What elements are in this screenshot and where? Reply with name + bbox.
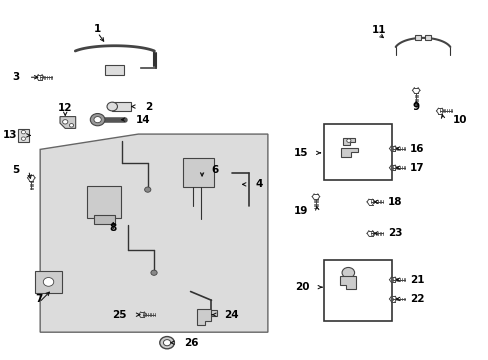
Text: 6: 6 [211,165,218,175]
Circle shape [45,279,57,289]
Text: 8: 8 [109,223,117,233]
Bar [414,35,421,40]
Text: 16: 16 [409,144,424,153]
Circle shape [21,137,25,140]
Circle shape [160,337,174,349]
Circle shape [42,276,55,287]
Text: 9: 9 [412,102,419,112]
Text: 22: 22 [409,294,424,304]
Circle shape [40,279,52,289]
Bar [112,102,131,111]
Circle shape [94,117,101,123]
Polygon shape [197,309,211,325]
Text: 25: 25 [112,310,126,320]
Text: 14: 14 [136,114,150,125]
Text: 26: 26 [184,338,199,348]
Bar [323,260,391,321]
Text: 3: 3 [12,72,19,82]
Text: 1: 1 [94,24,101,34]
Text: 2: 2 [144,102,152,112]
Text: 23: 23 [387,228,402,238]
Circle shape [21,130,25,134]
Circle shape [342,267,354,278]
Bar [424,35,430,40]
Text: 7: 7 [35,294,43,304]
Text: 24: 24 [224,310,239,320]
Text: 4: 4 [255,179,263,189]
Text: 11: 11 [370,26,385,35]
Polygon shape [343,138,354,145]
Circle shape [151,270,157,275]
Text: 21: 21 [409,275,424,285]
Text: 18: 18 [387,197,402,207]
Circle shape [163,339,170,346]
Polygon shape [40,134,267,332]
Text: 15: 15 [293,148,307,158]
Polygon shape [340,148,357,157]
Bar [18,129,29,142]
Bar [35,271,62,293]
Text: 10: 10 [452,114,467,125]
Text: 13: 13 [2,130,17,140]
Text: 12: 12 [58,103,72,113]
Text: 19: 19 [293,207,307,216]
Polygon shape [340,276,355,289]
Bar [87,186,121,219]
Circle shape [69,123,73,127]
Polygon shape [60,117,76,129]
Bar [94,215,115,224]
Text: 17: 17 [409,163,424,173]
Bar [206,310,216,316]
Bar [323,124,391,180]
Circle shape [90,113,105,126]
Bar [183,158,214,186]
Text: 5: 5 [12,165,19,175]
Circle shape [346,139,350,143]
Circle shape [144,187,151,192]
Circle shape [62,120,68,124]
Circle shape [43,278,54,286]
Circle shape [107,102,117,111]
Circle shape [42,281,55,292]
Bar [105,66,124,75]
Text: 20: 20 [295,282,309,292]
